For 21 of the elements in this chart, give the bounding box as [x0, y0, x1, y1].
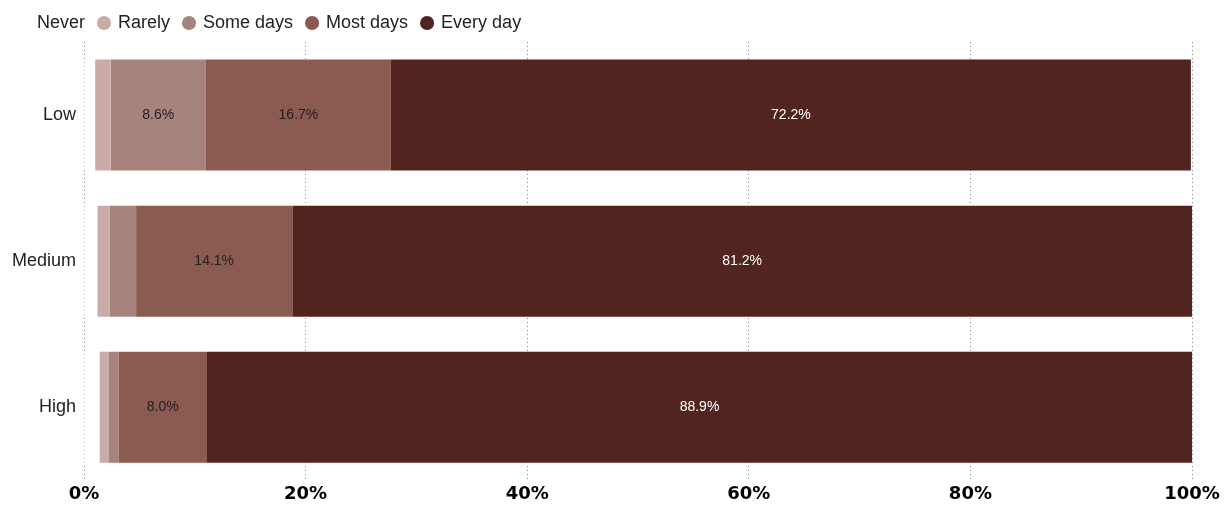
data-label: 8.0%: [146, 398, 179, 415]
data-label: 72.2%: [771, 105, 811, 122]
x-tick-label: 40%: [505, 481, 549, 503]
legend-label: Every day: [441, 11, 522, 32]
x-tick-label: 20%: [284, 481, 328, 503]
legend-label: Most days: [326, 11, 409, 32]
x-tick-label: 0%: [68, 481, 100, 503]
y-tick-label: Medium: [11, 250, 77, 271]
data-label: 16.7%: [278, 105, 319, 122]
legend-label: Some days: [203, 11, 294, 32]
x-tick-label: 80%: [948, 481, 992, 503]
x-tick-label: 60%: [727, 481, 771, 503]
data-label: 14.1%: [194, 252, 235, 269]
series-label: Never: [37, 11, 86, 32]
x-tick-label: 100%: [1164, 481, 1220, 503]
data-label: 8.6%: [142, 105, 175, 122]
y-tick-label: Low: [42, 104, 78, 125]
data-label: 88.9%: [679, 398, 720, 415]
y-tick-label: High: [38, 396, 77, 417]
legend-label: Rarely: [118, 11, 171, 32]
data-label: 81.2%: [722, 252, 763, 269]
